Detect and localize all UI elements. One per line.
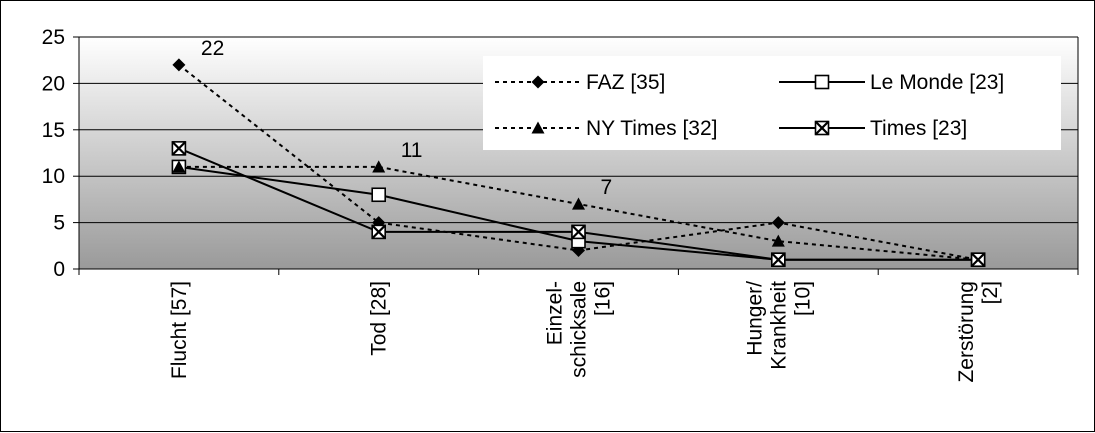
data-label: 22	[201, 37, 224, 60]
x-tick-label-line: Einzel-	[544, 281, 567, 345]
legend-label: FAZ [35]	[586, 71, 665, 94]
x-tick-label-line: Zerstörung	[955, 281, 978, 383]
data-point	[372, 188, 385, 201]
y-tick-label: 0	[53, 258, 65, 281]
data-point	[172, 142, 185, 155]
data-label: 11	[401, 139, 423, 162]
y-tick-label: 20	[42, 72, 65, 95]
x-tick-label-line: Hunger/	[743, 281, 766, 356]
y-tick-label: 10	[42, 165, 65, 188]
data-point	[972, 253, 985, 266]
x-tick-label: Flucht [57]	[168, 281, 191, 379]
y-tick-label: 25	[42, 26, 65, 49]
x-tick-label: Zerstörung [2]	[955, 281, 1002, 383]
data-point	[772, 253, 785, 266]
data-label: 7	[601, 176, 613, 199]
legend-label: Times [23]	[870, 117, 967, 140]
x-tick-label-line: [2]	[979, 281, 1002, 304]
x-tick-label-line: Tod [28]	[368, 281, 391, 356]
data-point	[816, 122, 829, 135]
x-tick-label-line: Flucht [57]	[168, 281, 191, 379]
data-point	[572, 225, 585, 238]
y-tick-label: 5	[53, 212, 65, 235]
data-point	[372, 225, 385, 238]
y-tick-label: 15	[42, 119, 65, 142]
x-tick-label-line: schicksale	[568, 281, 591, 378]
data-point	[816, 76, 829, 89]
legend-label: Le Monde [23]	[870, 71, 1004, 94]
x-tick-label-line: [10]	[791, 281, 814, 316]
x-tick-label: Tod [28]	[368, 281, 391, 356]
x-tick-label-line: Krankheit	[767, 281, 790, 370]
legend-label: NY Times [32]	[586, 117, 718, 140]
x-tick-label: Hunger/Krankheit [10]	[743, 281, 814, 370]
x-tick-label: Einzel-schicksale [16]	[544, 281, 615, 378]
x-tick-label-line: [16]	[592, 281, 615, 316]
